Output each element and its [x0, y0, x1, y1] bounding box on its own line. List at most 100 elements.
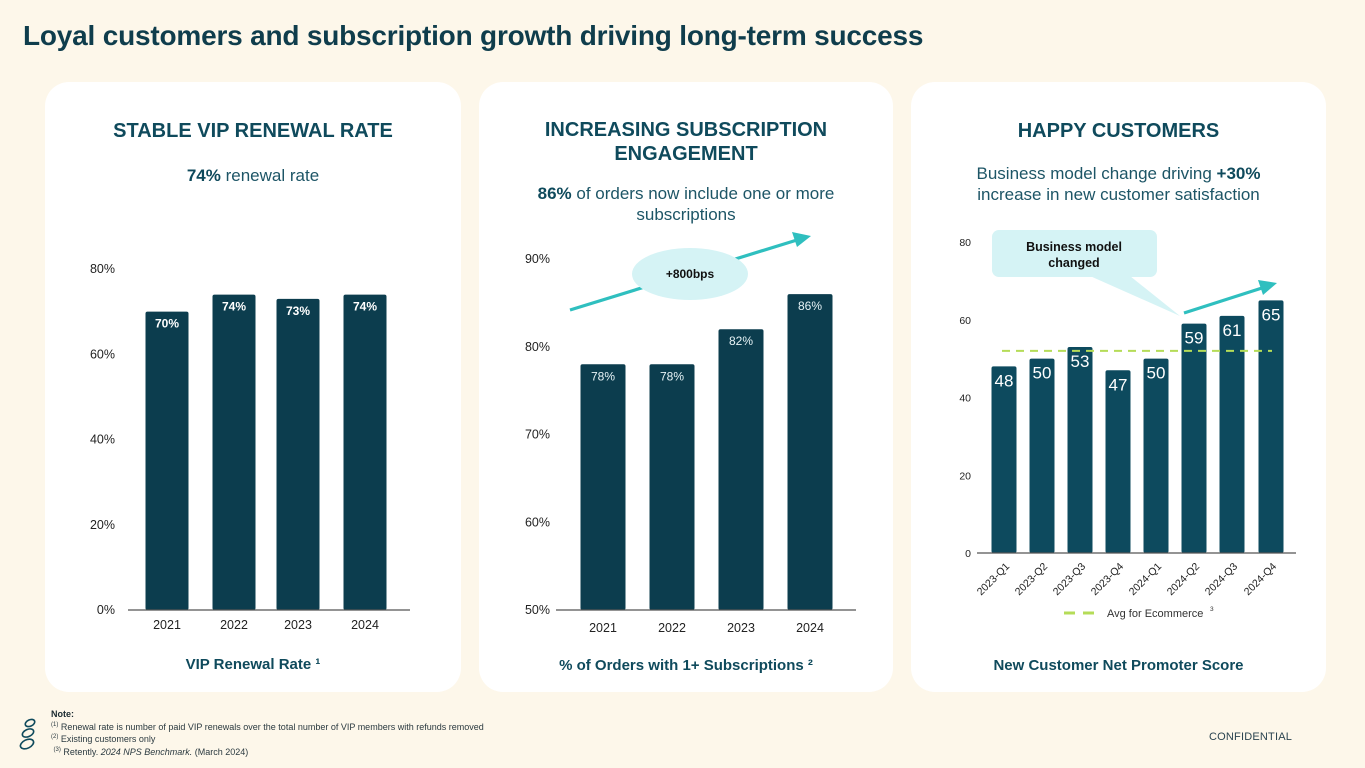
arrow-head-icon [792, 232, 811, 247]
arrow-head-icon [1258, 280, 1277, 295]
card-subtitle: 74% renewal rate [45, 165, 461, 186]
subtitle-text: of orders now include one or more [571, 184, 835, 203]
y-tick-label: 60% [525, 515, 550, 529]
data-label: 47 [1109, 375, 1128, 394]
footnote-1: (1) Renewal rate is number of paid VIP r… [51, 721, 484, 732]
data-label: 50 [1147, 364, 1166, 383]
footnote-3: (3) Retently. 2024 NPS Benchmark. (March… [53, 746, 249, 757]
x-tick-label: 2024-Q4 [1242, 561, 1279, 598]
y-tick-label: 0 [965, 548, 971, 560]
data-label: 50 [1033, 364, 1052, 383]
subtitle-highlight: 86% [537, 184, 572, 203]
chart-caption: New Customer Net Promoter Score [993, 657, 1244, 674]
y-tick-label: 80% [90, 262, 115, 276]
card-subtitle: Business model change driving +30% incre… [911, 163, 1326, 205]
bar [145, 311, 189, 610]
y-tick-label: 60% [90, 347, 115, 361]
x-tick-label: 2023-Q1 [975, 561, 1012, 598]
bar [649, 364, 695, 610]
x-tick-label: 2023-Q3 [1051, 561, 1088, 598]
footnotes: Note: (1) Renewal rate is number of paid… [51, 709, 484, 757]
bar [580, 364, 626, 610]
annotation-label: +800bps [666, 267, 715, 281]
subtitle-line2: subscriptions [636, 205, 736, 224]
x-tick-label: 2021 [153, 618, 181, 632]
note-title: Note: [51, 709, 74, 719]
x-tick-label: 2024 [796, 621, 824, 635]
card-title-line1: INCREASING SUBSCRIPTION [544, 119, 828, 141]
x-tick-label: 2024 [351, 618, 379, 632]
y-tick-label: 80% [525, 340, 550, 354]
subtitle-text: Business model change driving [976, 164, 1217, 183]
x-tick-label: 2023 [727, 621, 755, 635]
card-title: HAPPY CUSTOMERS [1017, 120, 1220, 142]
confidential-label: CONFIDENTIAL [1209, 731, 1293, 743]
page-title: Loyal customers and subscription growth … [23, 20, 924, 51]
x-tick-label: 2022 [658, 621, 686, 635]
data-label: 74% [353, 300, 377, 314]
subtitle-highlight: +30% [1216, 164, 1261, 183]
card-title-line2: ENGAGEMENT [614, 143, 758, 165]
x-tick-label: 2024-Q1 [1127, 561, 1164, 598]
x-tick-label: 2023-Q2 [1013, 561, 1050, 598]
x-tick-label: 2024-Q2 [1165, 561, 1202, 598]
y-tick-label: 80 [959, 237, 971, 249]
x-tick-label: 2021 [589, 621, 617, 635]
card-title: STABLE VIP RENEWAL RATE [113, 120, 393, 142]
y-tick-label: 90% [525, 252, 550, 266]
data-label: 73% [286, 304, 310, 318]
legend-superscript: 3 [1210, 606, 1214, 613]
bar [1219, 315, 1245, 553]
bar [1143, 358, 1169, 553]
company-logo-icon [19, 718, 36, 750]
trend-arrow [1183, 286, 1263, 315]
data-label: 78% [591, 369, 615, 383]
y-tick-label: 70% [525, 428, 550, 442]
legend-label: Avg for Ecommerce [1107, 608, 1203, 620]
y-tick-label: 40 [959, 393, 971, 405]
y-tick-label: 40% [90, 433, 115, 447]
data-label: 59 [1185, 329, 1204, 348]
callout-label-line2: changed [1048, 256, 1099, 270]
data-label: 70% [155, 317, 179, 331]
y-tick-label: 50% [525, 603, 550, 617]
x-tick-label: 2024-Q3 [1203, 561, 1240, 598]
y-tick-label: 20% [90, 518, 115, 532]
card-title: INCREASING SUBSCRIPTION ENGAGEMENT [479, 118, 893, 166]
data-label: 82% [729, 334, 753, 348]
bar [212, 294, 256, 610]
data-label: 61 [1223, 321, 1242, 340]
data-label: 86% [798, 299, 822, 313]
bar [787, 294, 833, 610]
card-subtitle: 86% of orders now include one or more su… [479, 183, 893, 225]
footnote-2: (2) Existing customers only [51, 734, 156, 744]
x-tick-label: 2023-Q4 [1089, 561, 1126, 598]
subtitle-text: renewal rate [220, 166, 320, 185]
x-tick-label: 2023 [284, 618, 312, 632]
bar [1105, 370, 1131, 553]
chart-2: 50% 60% 70% 80% 90% 78% 78% 82% 86% 2021 2022 2023 2… [525, 232, 856, 635]
data-label: 65 [1262, 305, 1281, 324]
bar [1029, 358, 1055, 553]
y-tick-label: 60 [959, 315, 971, 327]
subtitle-line2: increase in new customer satisfaction [977, 185, 1260, 204]
data-label: 53 [1071, 352, 1090, 371]
data-label: 78% [660, 369, 684, 383]
x-tick-label: 2022 [220, 618, 248, 632]
data-label: 48 [995, 371, 1014, 390]
data-label: 74% [222, 300, 246, 314]
callout-pointer [1090, 276, 1180, 316]
subtitle-highlight: 74% [186, 166, 221, 185]
bar [1181, 323, 1207, 553]
chart-caption: VIP Renewal Rate ¹ [185, 656, 321, 673]
callout-box [992, 230, 1157, 277]
bar [343, 294, 387, 610]
bar [276, 298, 320, 610]
chart-1: 0% 20% 40% 60% 80% 70% 74% 73% 74% 2021 2022 2023 20… [90, 262, 410, 632]
bar [1258, 300, 1284, 553]
bar [991, 366, 1017, 553]
bar [1067, 346, 1093, 553]
annotation-bubble [632, 248, 748, 300]
